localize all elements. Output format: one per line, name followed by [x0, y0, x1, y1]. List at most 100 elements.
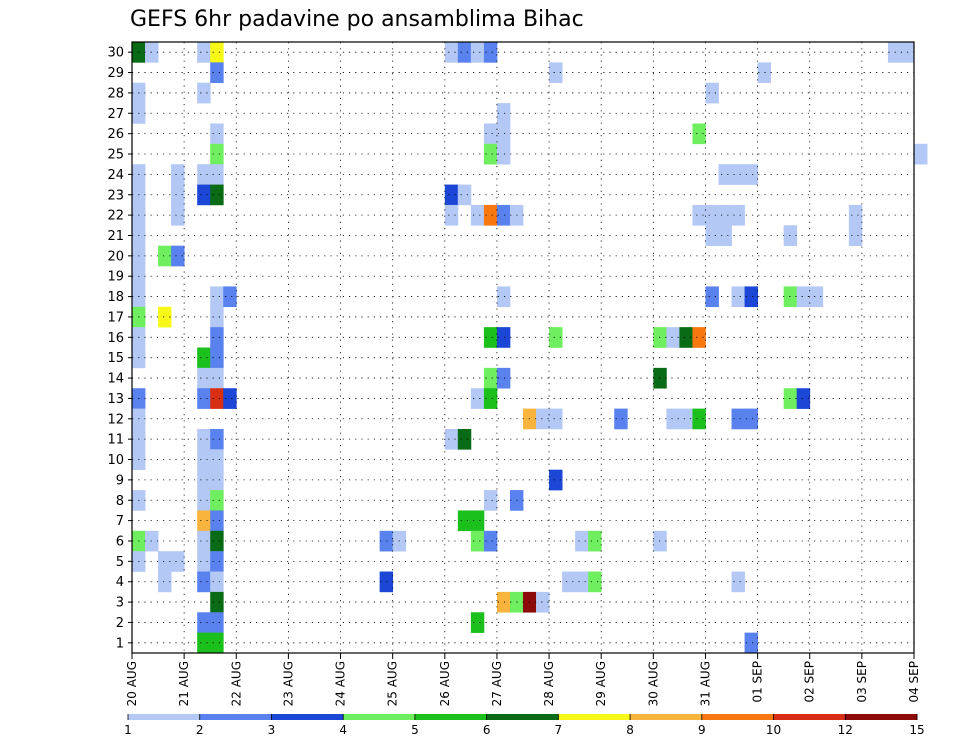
heatmap-cell	[171, 551, 185, 572]
heatmap-cell	[692, 123, 706, 145]
y-tick-label: 8	[116, 494, 124, 509]
heatmap-cell	[496, 103, 511, 124]
heatmap-cell	[171, 245, 185, 267]
heatmap-cell	[666, 327, 680, 348]
heatmap-cell	[197, 42, 211, 63]
heatmap-cell	[496, 123, 511, 145]
legend-swatch	[271, 714, 344, 720]
y-tick-label: 23	[107, 188, 124, 203]
y-tick-label: 7	[116, 514, 124, 529]
heatmap-cell	[679, 327, 693, 348]
heatmap-cell	[848, 204, 863, 226]
heatmap-cell	[483, 367, 498, 389]
heatmap-cell	[197, 184, 211, 206]
y-tick-label: 14	[107, 372, 124, 387]
dotted-grid	[132, 42, 914, 653]
heatmap-cell	[210, 123, 224, 145]
heatmap-cell	[171, 204, 185, 226]
legend-label: 7	[555, 723, 563, 737]
heatmap-cell	[210, 286, 224, 308]
y-tick-label: 27	[107, 107, 124, 122]
heatmap-cell	[744, 408, 758, 430]
y-tick-label: 30	[107, 46, 124, 61]
heatmap-cell	[692, 327, 706, 348]
legend-swatch	[199, 714, 272, 720]
heatmap-cell	[171, 184, 185, 206]
x-tick-label: 25 AUG	[386, 661, 400, 706]
heatmap-cell	[457, 42, 472, 63]
heatmap-cell	[744, 632, 758, 654]
legend-label: 5	[411, 723, 419, 737]
y-axis-member-ticks: 1234567891011121314151617181920212223242…	[107, 46, 132, 651]
heatmap-cell	[718, 204, 732, 226]
heatmap-cell	[705, 225, 719, 246]
heatmap-cell	[197, 612, 211, 633]
heatmap-cell	[666, 408, 680, 430]
x-tick-label: 21 AUG	[177, 661, 191, 706]
x-tick-label: 29 AUG	[594, 661, 608, 706]
heatmap-cell	[210, 612, 224, 633]
heatmap-cell	[796, 388, 811, 409]
heatmap-cell	[731, 408, 745, 430]
legend-label: 9	[698, 723, 706, 737]
y-tick-label: 18	[107, 290, 124, 305]
y-tick-label: 17	[107, 310, 124, 325]
y-tick-label: 28	[107, 86, 124, 101]
heatmap-cell	[692, 408, 706, 430]
x-tick-label: 02 SEP	[803, 661, 817, 703]
heatmap-cell	[444, 42, 459, 63]
y-tick-label: 12	[107, 412, 124, 427]
heatmap-cell	[809, 286, 824, 308]
heatmap-cell	[496, 367, 511, 389]
heatmap-cell	[470, 510, 485, 532]
legend-label: 3	[268, 723, 276, 737]
heatmap-cell	[210, 469, 224, 491]
heatmap-cell	[575, 530, 589, 552]
color-scale-legend: 12345678910121520	[124, 714, 925, 737]
heatmap-cell	[210, 632, 224, 654]
y-tick-label: 15	[107, 351, 124, 366]
y-tick-label: 2	[116, 616, 124, 631]
heatmap-cell	[483, 143, 498, 165]
heatmap-cell	[457, 428, 472, 450]
y-tick-label: 5	[116, 555, 124, 570]
heatmap-cell	[223, 388, 237, 409]
legend-swatch	[486, 714, 559, 720]
heatmap-cell	[210, 164, 224, 185]
heatmap-cell	[588, 530, 602, 552]
heatmap-cell	[210, 306, 224, 328]
heatmap-cell	[210, 143, 224, 165]
heatmap-cell	[210, 591, 224, 613]
heatmap-cell	[197, 367, 211, 389]
y-tick-label: 9	[116, 473, 124, 488]
heatmap-cell	[197, 82, 211, 104]
heatmap-cell	[158, 306, 172, 328]
heatmap-cell	[197, 449, 211, 470]
heatmap-cell	[210, 530, 224, 552]
heatmap-cell	[549, 469, 563, 491]
heatmap-cell	[197, 347, 211, 369]
heatmap-cell	[692, 204, 706, 226]
heatmap-cell	[757, 62, 772, 84]
heatmap-cell	[210, 428, 224, 450]
heatmap-cell	[705, 204, 719, 226]
heatmap-cell	[210, 62, 224, 84]
legend-label: 6	[483, 723, 491, 737]
heatmap-cell	[470, 42, 485, 63]
heatmap-cell	[483, 388, 498, 409]
plot-frame	[131, 41, 915, 654]
heatmap-cell	[210, 347, 224, 369]
legend-swatch	[558, 714, 631, 720]
heatmap-cell	[718, 164, 732, 185]
x-tick-label: 30 AUG	[646, 661, 660, 706]
heatmap-cell	[444, 184, 459, 206]
heatmap-cell	[575, 571, 589, 593]
heatmap-cell	[731, 164, 745, 185]
heatmap-cell	[197, 469, 211, 491]
heatmap-cell	[158, 245, 172, 267]
x-tick-label: 24 AUG	[334, 661, 348, 706]
heatmap-cell	[158, 571, 172, 593]
legend-swatch	[343, 714, 416, 720]
heatmap-cell	[496, 286, 511, 308]
